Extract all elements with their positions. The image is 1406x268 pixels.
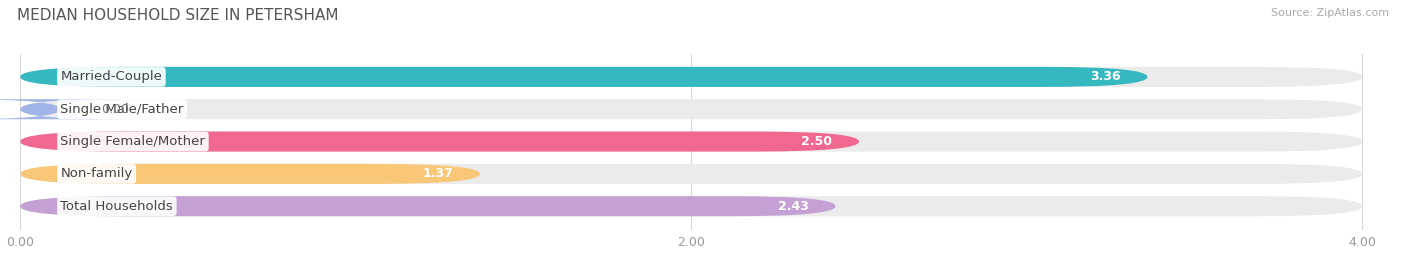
FancyBboxPatch shape: [20, 164, 479, 184]
FancyBboxPatch shape: [20, 196, 835, 216]
FancyBboxPatch shape: [20, 164, 1362, 184]
FancyBboxPatch shape: [0, 99, 124, 119]
Text: MEDIAN HOUSEHOLD SIZE IN PETERSHAM: MEDIAN HOUSEHOLD SIZE IN PETERSHAM: [17, 8, 339, 23]
Text: Non-family: Non-family: [60, 168, 132, 180]
Text: 2.43: 2.43: [778, 200, 808, 213]
FancyBboxPatch shape: [20, 132, 859, 152]
Text: Single Female/Mother: Single Female/Mother: [60, 135, 205, 148]
Text: Source: ZipAtlas.com: Source: ZipAtlas.com: [1271, 8, 1389, 18]
Text: 1.37: 1.37: [422, 168, 453, 180]
FancyBboxPatch shape: [20, 196, 1362, 216]
FancyBboxPatch shape: [20, 67, 1362, 87]
Text: Total Households: Total Households: [60, 200, 173, 213]
FancyBboxPatch shape: [20, 67, 1147, 87]
Text: 3.36: 3.36: [1090, 70, 1121, 83]
Text: 2.50: 2.50: [801, 135, 832, 148]
Text: Married-Couple: Married-Couple: [60, 70, 162, 83]
FancyBboxPatch shape: [20, 132, 1362, 152]
Text: Single Male/Father: Single Male/Father: [60, 103, 184, 116]
FancyBboxPatch shape: [20, 99, 1362, 119]
Text: 0.00: 0.00: [101, 103, 129, 116]
